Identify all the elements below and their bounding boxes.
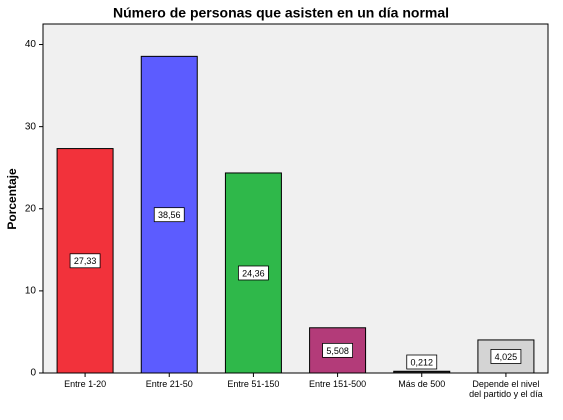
value-label: 38,56 — [158, 210, 181, 220]
value-label: 0,212 — [410, 357, 433, 367]
y-tick-label: 0 — [30, 368, 36, 379]
y-tick-label: 40 — [25, 39, 37, 50]
value-label-box — [490, 349, 522, 364]
x-tick-label: Entre 1-20 — [64, 379, 107, 389]
y-tick-label: 30 — [25, 121, 37, 132]
value-label: 27,33 — [74, 256, 97, 266]
y-tick-label: 20 — [25, 203, 37, 214]
chart-title: Número de personas que asisten en un día… — [113, 5, 449, 21]
y-axis-label: Porcentaje — [5, 168, 19, 230]
value-label-box — [238, 265, 269, 281]
value-label-box — [406, 354, 438, 370]
plot-area — [42, 23, 549, 374]
x-tick-label: Más de 500 — [398, 379, 446, 389]
value-label-box — [69, 253, 101, 269]
value-label: 5,508 — [326, 346, 349, 356]
x-tick-label: Entre 21-50 — [145, 379, 193, 389]
value-label-box — [322, 342, 353, 358]
bar — [393, 370, 451, 374]
x-tick-label: Entre 151-500 — [309, 379, 367, 389]
value-label: 24,36 — [242, 268, 265, 278]
value-label-box — [153, 207, 185, 223]
x-tick-label: Depende el nivel del partido y el día — [469, 379, 543, 399]
value-label: 4,025 — [495, 352, 518, 362]
y-tick-label: 10 — [25, 286, 37, 297]
x-tick-label: Entre 51-150 — [227, 379, 280, 389]
